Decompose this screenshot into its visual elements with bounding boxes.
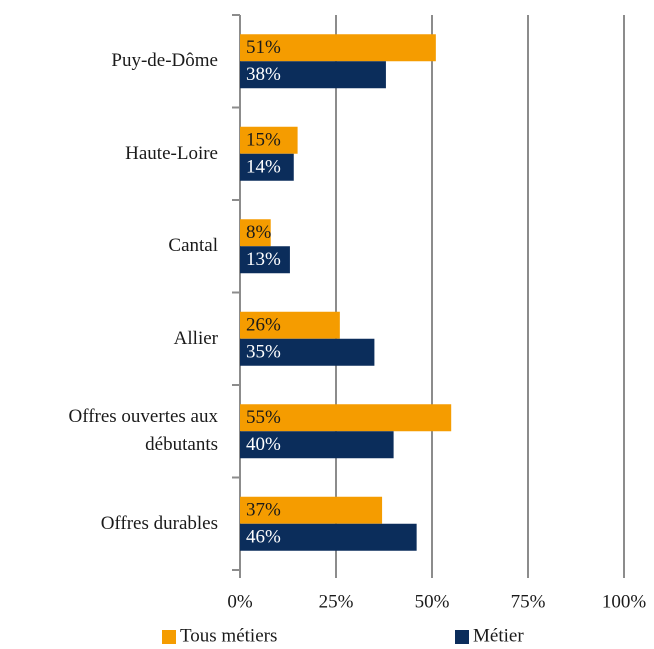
value-label: 37%: [246, 500, 281, 521]
value-label: 15%: [246, 130, 281, 151]
legend-label: Métier: [473, 625, 524, 646]
bar: [240, 523, 417, 551]
y-tick-label: Allier: [173, 327, 218, 349]
value-label: 35%: [246, 342, 281, 363]
value-label: 38%: [246, 64, 281, 85]
value-label: 40%: [246, 434, 281, 455]
bar: [240, 126, 298, 154]
bar: [240, 496, 383, 524]
y-tick-label: Cantal: [168, 235, 218, 257]
legend-swatch: [455, 630, 469, 644]
y-tick-label: Offres durables: [100, 512, 218, 534]
y-tick-label: Offres ouvertes aux débutants: [68, 406, 219, 456]
value-label: 14%: [246, 157, 281, 178]
x-tick-label: 100%: [602, 591, 647, 612]
bar: [240, 246, 290, 274]
bar: [240, 404, 452, 432]
y-tick-label: Puy-de-Dôme: [111, 50, 218, 72]
bar: [240, 338, 375, 366]
legend-label: Tous métiers: [180, 625, 277, 646]
value-label: 26%: [246, 315, 281, 336]
value-label: 55%: [246, 407, 281, 428]
y-tick-label: Haute-Loire: [125, 142, 218, 164]
value-label: 51%: [246, 37, 281, 58]
x-tick-label: 50%: [415, 591, 450, 612]
x-tick-label: 75%: [511, 591, 546, 612]
bar: [240, 431, 394, 459]
x-tick-label: 0%: [227, 591, 253, 612]
legend-swatch: [162, 630, 176, 644]
x-tick-label: 25%: [319, 591, 354, 612]
bar: [240, 219, 271, 247]
bar: [240, 311, 340, 339]
bar: [240, 34, 436, 62]
value-label: 46%: [246, 527, 281, 548]
value-label: 13%: [246, 249, 281, 270]
value-label: 8%: [246, 222, 272, 243]
bar: [240, 61, 386, 89]
bar: [240, 153, 294, 181]
